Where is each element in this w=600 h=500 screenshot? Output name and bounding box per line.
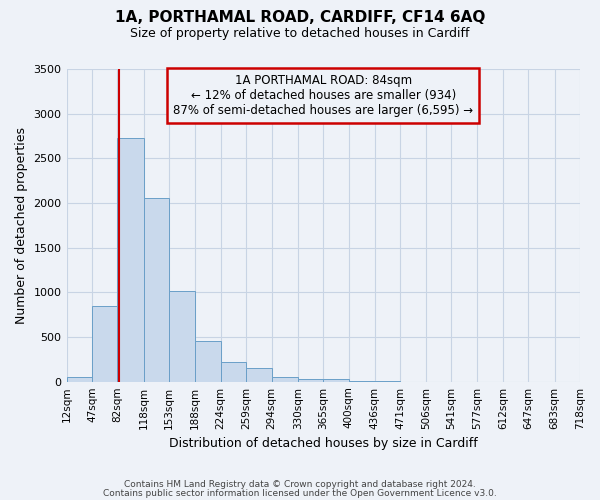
Bar bbox=[169, 290, 194, 382]
Bar bbox=[67, 377, 92, 382]
Text: Size of property relative to detached houses in Cardiff: Size of property relative to detached ho… bbox=[130, 28, 470, 40]
Bar bbox=[246, 368, 272, 382]
Bar bbox=[92, 306, 118, 382]
Y-axis label: Number of detached properties: Number of detached properties bbox=[15, 127, 28, 324]
Bar bbox=[349, 381, 375, 382]
X-axis label: Distribution of detached houses by size in Cardiff: Distribution of detached houses by size … bbox=[169, 437, 478, 450]
Text: Contains HM Land Registry data © Crown copyright and database right 2024.: Contains HM Land Registry data © Crown c… bbox=[124, 480, 476, 489]
Bar bbox=[323, 380, 349, 382]
Bar bbox=[298, 379, 323, 382]
Bar bbox=[221, 362, 246, 382]
Text: 1A PORTHAMAL ROAD: 84sqm
← 12% of detached houses are smaller (934)
87% of semi-: 1A PORTHAMAL ROAD: 84sqm ← 12% of detach… bbox=[173, 74, 473, 116]
Bar bbox=[272, 377, 298, 382]
Text: 1A, PORTHAMAL ROAD, CARDIFF, CF14 6AQ: 1A, PORTHAMAL ROAD, CARDIFF, CF14 6AQ bbox=[115, 10, 485, 25]
Bar bbox=[194, 340, 221, 382]
Text: Contains public sector information licensed under the Open Government Licence v3: Contains public sector information licen… bbox=[103, 488, 497, 498]
Bar bbox=[143, 198, 169, 382]
Bar bbox=[118, 138, 143, 382]
